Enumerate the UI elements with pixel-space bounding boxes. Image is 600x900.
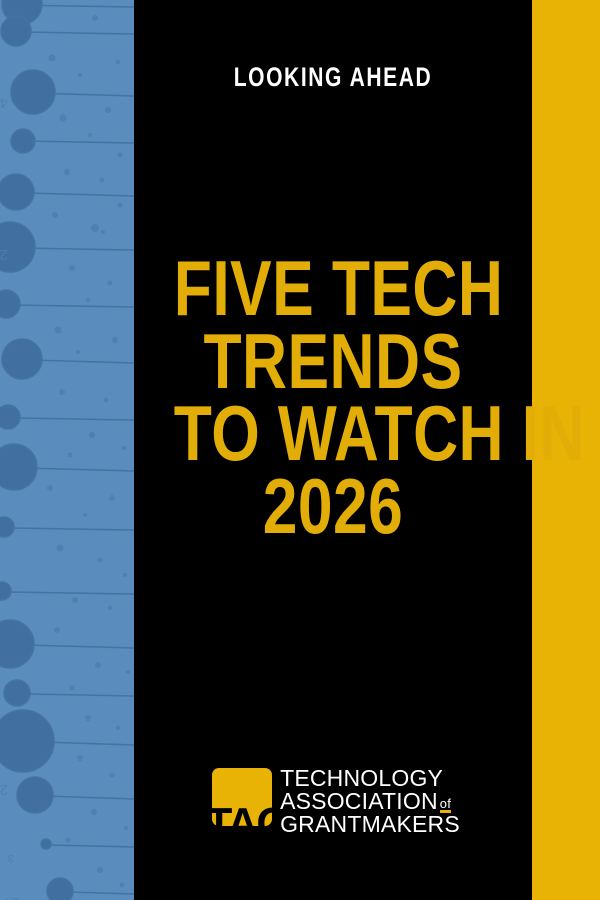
headline-line-1: FIVE TECH	[173, 244, 504, 332]
svg-text:3: 3	[8, 852, 14, 864]
svg-text:2: 2	[0, 781, 8, 798]
svg-text:TAG: TAG	[206, 800, 272, 840]
wordmark-of: of	[439, 796, 452, 813]
tag-monogram-icon: TAG	[206, 768, 273, 840]
lollipop-chart-graphic: 2 4 2 3 1.7	[0, 0, 134, 900]
svg-text:2: 2	[0, 246, 8, 263]
wordmark-line-3: GRANTMAKERS	[280, 811, 460, 837]
tag-logo-mark: TAG	[206, 768, 273, 840]
headline-line-2: TRENDS	[203, 316, 463, 405]
wordmark-association: ASSOCIATION	[280, 788, 438, 814]
wordmark-line-1: TECHNOLOGY	[280, 765, 444, 791]
svg-text:4: 4	[0, 94, 8, 111]
headline-line-4: 2026	[262, 461, 404, 550]
gold-accent-stripe	[532, 0, 600, 900]
page-title: FIVE TECH TRENDS TO WATCH IN 2026	[134, 244, 585, 550]
decorative-chart-panel: 2 4 2 3 1.7	[0, 0, 134, 900]
chart-tick-labels: 2 4 2 3 1.7	[0, 94, 20, 900]
eyebrow-label: LOOKING AHEAD	[233, 62, 433, 92]
tag-wordmark: TECHNOLOGY ASSOCIATION of GRANTMAKERS	[280, 767, 460, 836]
wordmark-line-2: ASSOCIATION of	[280, 790, 460, 813]
content-panel: LOOKING AHEAD FIVE TECH TRENDS TO WATCH …	[134, 0, 585, 900]
headline-line-3: TO WATCH IN	[173, 389, 585, 478]
svg-text:1.7: 1.7	[3, 895, 20, 900]
